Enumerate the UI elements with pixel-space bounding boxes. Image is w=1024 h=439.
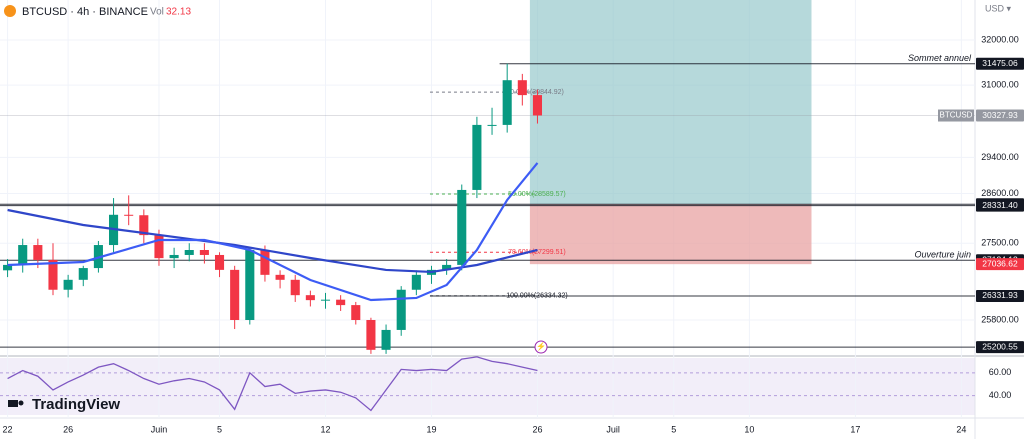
price-tag (976, 109, 1024, 122)
price-tag (976, 289, 1024, 302)
candle-body (457, 189, 467, 265)
price-tag (976, 341, 1024, 354)
target-zone (529, 0, 812, 205)
volume-value: 32.13 (166, 7, 191, 18)
candle-body (18, 245, 28, 265)
logo-mark (18, 400, 24, 406)
x-tick-label: Juin (151, 424, 168, 434)
y-tick-label: 32000.00 (981, 34, 1019, 44)
candle-body (351, 305, 361, 321)
watermark: TradingView (32, 396, 120, 413)
price-tag-label: 30327.93 (982, 110, 1018, 120)
candle-body (442, 264, 452, 270)
symbol-tag-label: BTCUSD (940, 111, 973, 120)
level-text: Sommet annuel (908, 53, 972, 63)
fib-label: 78.60%(27299.51) (508, 249, 566, 256)
currency[interactable]: USD ▾ (985, 3, 1012, 13)
candle-body (320, 299, 331, 301)
candle-body (124, 214, 134, 216)
candle-body (290, 279, 300, 296)
rsi-line (7, 356, 538, 412)
event-icon[interactable] (534, 340, 548, 354)
candle-body (33, 245, 43, 260)
candle-body (199, 250, 209, 255)
price-tag (976, 57, 1024, 70)
candle-body (396, 289, 406, 330)
x-tick-label: 10 (744, 424, 754, 434)
y-tick-label: 25800.00 (981, 314, 1019, 324)
rsi-tick-label: 40.00 (989, 390, 1012, 400)
x-tick-label: 26 (532, 424, 542, 434)
candle-body (260, 250, 270, 275)
candle-body (502, 80, 512, 125)
candle-body (78, 268, 88, 280)
y-tick-label: 31000.00 (981, 80, 1019, 90)
event-icon-glyph: ⚡ (536, 341, 546, 351)
y-tick-label: 27500.00 (981, 238, 1019, 248)
x-tick-label: Juil (606, 424, 620, 434)
logo-mark (8, 400, 18, 407)
x-tick-label: 24 (956, 424, 966, 434)
candle-body (411, 274, 421, 290)
level-text: Ouverture juin (914, 250, 971, 260)
rsi-tick-label: 60.00 (989, 367, 1012, 377)
x-tick-label: 5 (217, 424, 222, 434)
coin-icon (4, 5, 16, 17)
price-tag-label: 26331.93 (982, 290, 1018, 300)
rsi-band (0, 358, 975, 415)
candle-body (139, 215, 149, 236)
x-tick-label: 5 (671, 424, 676, 434)
x-tick-label: 19 (426, 424, 436, 434)
x-tick-label: 22 (3, 424, 13, 434)
candle-body (230, 269, 240, 321)
candle-body (184, 250, 194, 255)
moving-average (7, 162, 539, 302)
candle-body (48, 259, 58, 290)
candle-body (3, 264, 13, 271)
candle-body (336, 299, 346, 306)
x-tick-label: 26 (63, 424, 73, 434)
fib-label: 50.00%(28589.57) (508, 191, 566, 198)
candle-body (245, 250, 255, 321)
price-tag-label: 25200.55 (982, 341, 1018, 351)
candle-body (169, 254, 179, 259)
y-tick-label: 28600.00 (981, 188, 1019, 198)
candle-body (214, 254, 225, 270)
price-tag-label: 28331.40 (982, 200, 1018, 210)
candle-body (154, 235, 164, 259)
symbol-title: BTCUSD · 4h · BINANCE (22, 6, 148, 18)
candle-body (63, 279, 73, 290)
candle-body (275, 274, 285, 280)
candle-body (381, 329, 391, 350)
stop-zone (529, 204, 812, 265)
price-tag-label: 31475.06 (982, 58, 1018, 68)
x-tick-label: 17 (850, 424, 860, 434)
x-tick-label: 12 (320, 424, 330, 434)
price-tag (976, 258, 1024, 271)
candle-body (472, 124, 482, 190)
candle-body (305, 295, 315, 301)
candle-body (532, 95, 543, 116)
price-tag (976, 199, 1024, 212)
y-tick-label: 29400.00 (981, 152, 1019, 162)
symbol-tag (938, 109, 974, 122)
price-tag-label: 27036.62 (982, 258, 1018, 268)
candle-body (366, 320, 376, 350)
candle-body (517, 80, 527, 96)
volume-label: Vol (150, 7, 164, 18)
candle-body (487, 124, 497, 126)
